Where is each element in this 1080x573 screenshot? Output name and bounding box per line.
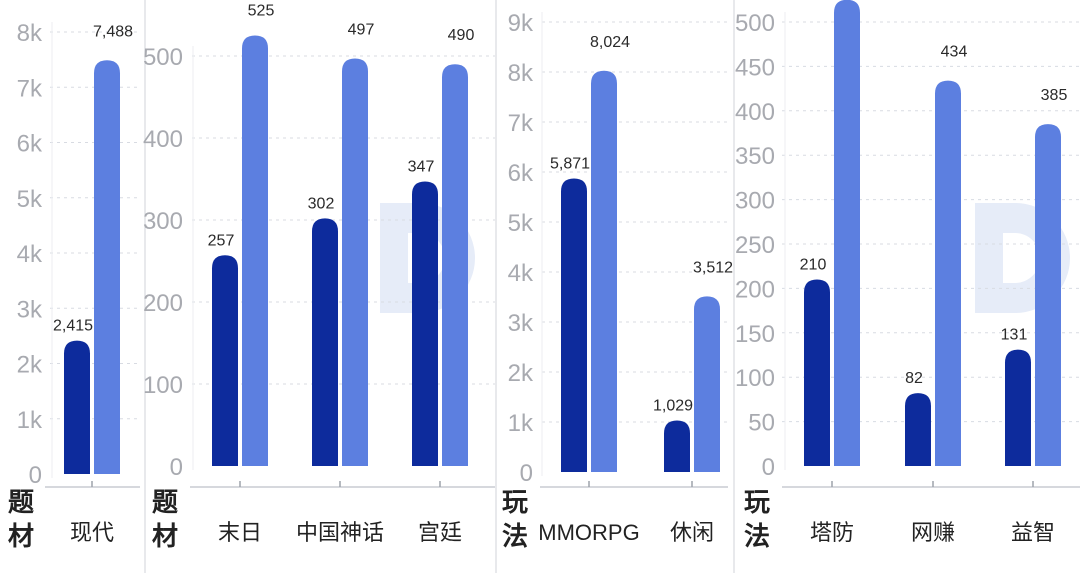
panel-1-group-label: 题 材: [4, 486, 38, 554]
y-tick-label: 250: [735, 232, 775, 259]
x-category-label: 益智: [1011, 520, 1055, 545]
y-tick-label: 9k: [508, 10, 534, 37]
group-label-char: 法: [743, 522, 770, 552]
x-category-label: 中国神话: [296, 520, 384, 545]
y-tick-label: 7k: [17, 75, 43, 102]
x-category-label: MMORPG: [538, 520, 639, 545]
y-tick-label: 6k: [508, 160, 534, 187]
bar-dark: [312, 218, 338, 466]
y-tick-label: 100: [143, 372, 183, 399]
y-tick-label: 6k: [17, 131, 43, 158]
bar-dark: [64, 340, 90, 474]
data-label: 497: [348, 21, 375, 38]
y-tick-label: 0: [762, 454, 775, 481]
y-tick-label: 7k: [508, 110, 534, 137]
data-label: 302: [308, 195, 335, 212]
data-label: 347: [408, 158, 435, 175]
y-tick-label: 300: [143, 208, 183, 235]
group-label-char: 材: [7, 522, 34, 552]
bar-dark: [561, 178, 587, 472]
panel-4-group-label: 玩 法: [740, 486, 774, 554]
data-label: 525: [248, 3, 275, 20]
data-label: 5,871: [550, 155, 590, 172]
x-category-label: 末日: [218, 520, 262, 545]
group-label-char: 题: [7, 488, 34, 518]
x-category-label: 网赚: [911, 520, 955, 545]
panel-2-group-label: 题 材: [148, 486, 182, 554]
bar-light: [442, 64, 468, 466]
bar-light: [94, 60, 120, 475]
group-label-char: 玩: [501, 488, 528, 518]
data-label: 385: [1041, 87, 1068, 104]
y-tick-label: 1k: [508, 410, 534, 437]
bar-light: [342, 58, 368, 467]
data-label: 8,024: [590, 34, 630, 51]
y-tick-label: 0: [520, 460, 533, 487]
data-label: 257: [208, 232, 235, 249]
bar-dark: [905, 393, 931, 466]
data-label: 1,029: [653, 398, 693, 415]
y-tick-label: 8k: [508, 60, 534, 87]
y-tick-label: 4k: [508, 260, 534, 287]
data-label: 7,488: [93, 23, 133, 40]
y-tick-label: 2k: [508, 360, 534, 387]
x-category-label: 休闲: [670, 520, 714, 545]
y-tick-label: 450: [735, 54, 775, 81]
bar-light: [1035, 124, 1061, 467]
x-category-label: 现代: [70, 520, 114, 545]
y-tick-label: 0: [29, 462, 42, 489]
y-tick-label: 500: [735, 10, 775, 37]
bar-dark: [664, 420, 690, 472]
y-tick-label: 0: [170, 454, 183, 481]
y-tick-label: 1k: [17, 407, 43, 434]
y-tick-label: 2k: [17, 352, 43, 379]
data-label: 434: [941, 44, 968, 61]
y-tick-label: 300: [735, 188, 775, 215]
x-category-label: 宫廷: [418, 520, 462, 545]
y-tick-label: 200: [735, 276, 775, 303]
y-tick-label: 8k: [17, 20, 43, 47]
y-tick-label: 3k: [508, 310, 534, 337]
bar-dark: [804, 279, 830, 466]
y-tick-label: 3k: [17, 296, 43, 323]
y-tick-label: 5k: [17, 186, 43, 213]
bar-light: [834, 0, 860, 466]
bar-light: [591, 70, 617, 473]
y-tick-label: 150: [735, 321, 775, 348]
group-label-char: 题: [151, 488, 178, 518]
bar-dark: [212, 255, 238, 466]
y-tick-label: 5k: [508, 210, 534, 237]
panel-3-group-label: 玩 法: [498, 486, 532, 554]
y-tick-label: 200: [143, 290, 183, 317]
group-label-char: 法: [501, 522, 528, 552]
data-label: 2,415: [53, 318, 93, 335]
group-label-char: 玩: [743, 488, 770, 518]
bar-dark: [1005, 349, 1031, 466]
data-label: 82: [905, 370, 923, 387]
group-label-char: 材: [151, 522, 178, 552]
bar-dark: [412, 181, 438, 466]
y-tick-label: 350: [735, 143, 775, 170]
data-label: 210: [800, 257, 827, 274]
data-label: 3,512: [693, 259, 733, 276]
y-tick-label: 50: [748, 410, 775, 437]
y-tick-label: 500: [143, 44, 183, 71]
data-label: 131: [1001, 327, 1028, 344]
y-tick-label: 400: [143, 126, 183, 153]
bar-light: [694, 296, 720, 472]
y-tick-label: 400: [735, 99, 775, 126]
y-tick-label: 100: [735, 365, 775, 392]
y-tick-label: 4k: [17, 241, 43, 268]
data-label: 490: [448, 27, 475, 44]
bar-light: [935, 80, 961, 466]
x-category-label: 塔防: [810, 520, 854, 545]
bar-light: [242, 35, 268, 466]
